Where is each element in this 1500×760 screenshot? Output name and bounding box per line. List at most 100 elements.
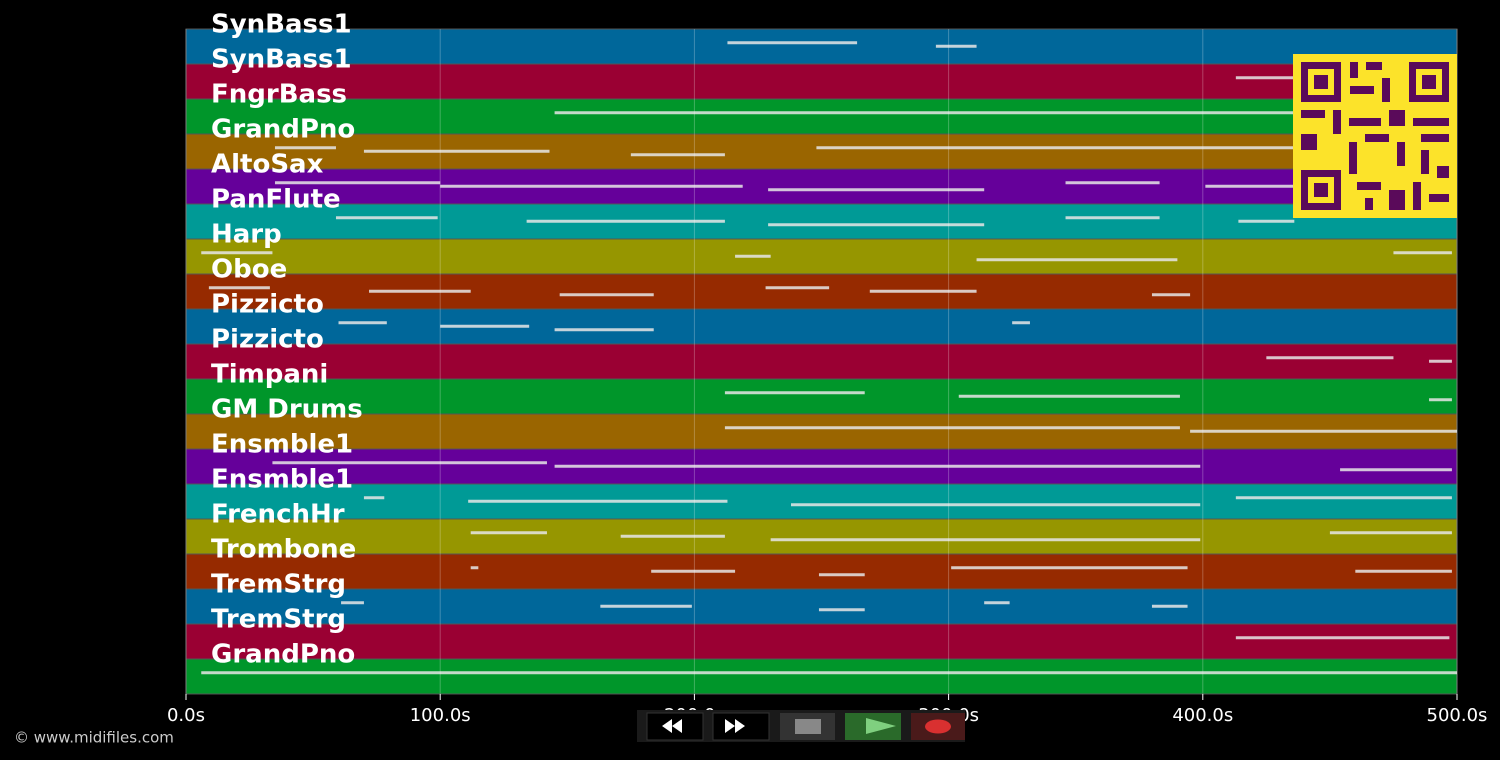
note-run — [201, 671, 1458, 675]
track-name: TremStrg — [211, 605, 346, 635]
note-run — [1065, 216, 1160, 220]
note-run — [724, 391, 865, 395]
track-name: FrenchHr — [211, 500, 345, 530]
track-name: Pizzicto — [211, 290, 324, 320]
track-band — [185, 238, 1458, 275]
note-run — [770, 538, 1201, 542]
note-run — [470, 566, 479, 570]
track-band — [185, 308, 1458, 345]
record-button[interactable] — [911, 713, 965, 740]
note-run — [1266, 356, 1394, 360]
note-run — [1238, 219, 1295, 223]
note-run — [274, 181, 441, 185]
track-band — [185, 28, 1458, 65]
note-run — [768, 188, 985, 192]
note-run — [1355, 569, 1452, 573]
note-run — [274, 146, 336, 150]
track-band — [185, 378, 1458, 415]
note-run — [1151, 293, 1191, 297]
note-run — [951, 566, 1188, 570]
note-run — [554, 111, 1295, 115]
track-band — [185, 553, 1458, 590]
track-band — [185, 588, 1458, 625]
track-name: Pizzicto — [211, 325, 324, 355]
note-run — [554, 464, 1201, 468]
track-name: Ensmble1 — [211, 465, 353, 495]
track-band — [185, 343, 1458, 380]
note-run — [768, 223, 985, 227]
note-run — [869, 289, 977, 293]
track-name: TremStrg — [211, 570, 346, 600]
track-band — [185, 98, 1458, 135]
note-run — [935, 44, 977, 48]
track-band — [185, 518, 1458, 555]
note-run — [338, 321, 387, 325]
note-run — [1065, 181, 1160, 185]
note-run — [201, 251, 273, 255]
note-run — [1151, 604, 1188, 608]
note-run — [341, 601, 364, 605]
note-run — [470, 531, 547, 535]
player-controls — [637, 710, 965, 742]
track-band — [185, 658, 1458, 695]
note-run — [272, 461, 547, 465]
x-tick-label: 400.0s — [1172, 705, 1233, 726]
fast-forward-button[interactable] — [712, 712, 770, 741]
track-name: PanFlute — [211, 185, 341, 215]
note-run — [208, 286, 270, 290]
note-run — [630, 153, 725, 157]
rewind-button[interactable] — [646, 712, 704, 741]
play-button[interactable] — [845, 713, 901, 740]
note-run — [1329, 531, 1452, 535]
credit: © www.midifiles.com — [14, 729, 174, 747]
stop-button[interactable] — [780, 713, 835, 740]
track-name: Ensmble1 — [211, 430, 353, 460]
note-run — [1012, 321, 1030, 325]
note-run — [1205, 184, 1295, 188]
note-run — [335, 216, 438, 220]
track-band — [185, 483, 1458, 520]
note-run — [735, 254, 771, 258]
x-tick-label: 100.0s — [410, 705, 471, 726]
note-run — [440, 184, 743, 188]
note-run — [554, 328, 654, 332]
track-name: GrandPno — [211, 115, 355, 145]
note-run — [727, 41, 858, 45]
note-run — [984, 601, 1010, 605]
plot-area: 0.0s100.0s200.0s300.0s400.0s500.0sSynBas… — [167, 10, 1487, 727]
note-run — [724, 426, 1180, 430]
note-run — [1429, 359, 1452, 363]
note-run — [600, 604, 692, 608]
note-run — [1235, 636, 1450, 640]
note-run — [526, 219, 725, 223]
note-run — [1190, 429, 1457, 433]
note-run — [369, 289, 471, 293]
note-run — [363, 149, 550, 153]
note-run — [1235, 496, 1452, 500]
qr-code — [1293, 54, 1457, 218]
note-run — [468, 499, 728, 503]
note-run — [363, 496, 385, 500]
track-band — [185, 623, 1458, 660]
note-run — [1429, 398, 1452, 402]
track-name: Oboe — [211, 255, 287, 285]
note-run — [790, 503, 1201, 507]
x-tick-label: 0.0s — [167, 705, 205, 726]
note-run — [976, 258, 1178, 262]
track-name: Timpani — [211, 360, 328, 390]
track-name: SynBass1 — [211, 10, 352, 40]
note-run — [816, 146, 1295, 150]
note-run — [620, 534, 725, 538]
track-name: GrandPno — [211, 640, 355, 670]
note-run — [1340, 468, 1452, 472]
track-name: FngrBass — [211, 80, 347, 110]
track-name: AltoSax — [211, 150, 324, 180]
track-name: GM Drums — [211, 395, 363, 425]
track-name: Trombone — [211, 535, 356, 565]
note-run — [440, 324, 530, 328]
track-name: Harp — [211, 220, 282, 250]
note-run — [559, 293, 654, 297]
track-name: SynBass1 — [211, 45, 352, 75]
